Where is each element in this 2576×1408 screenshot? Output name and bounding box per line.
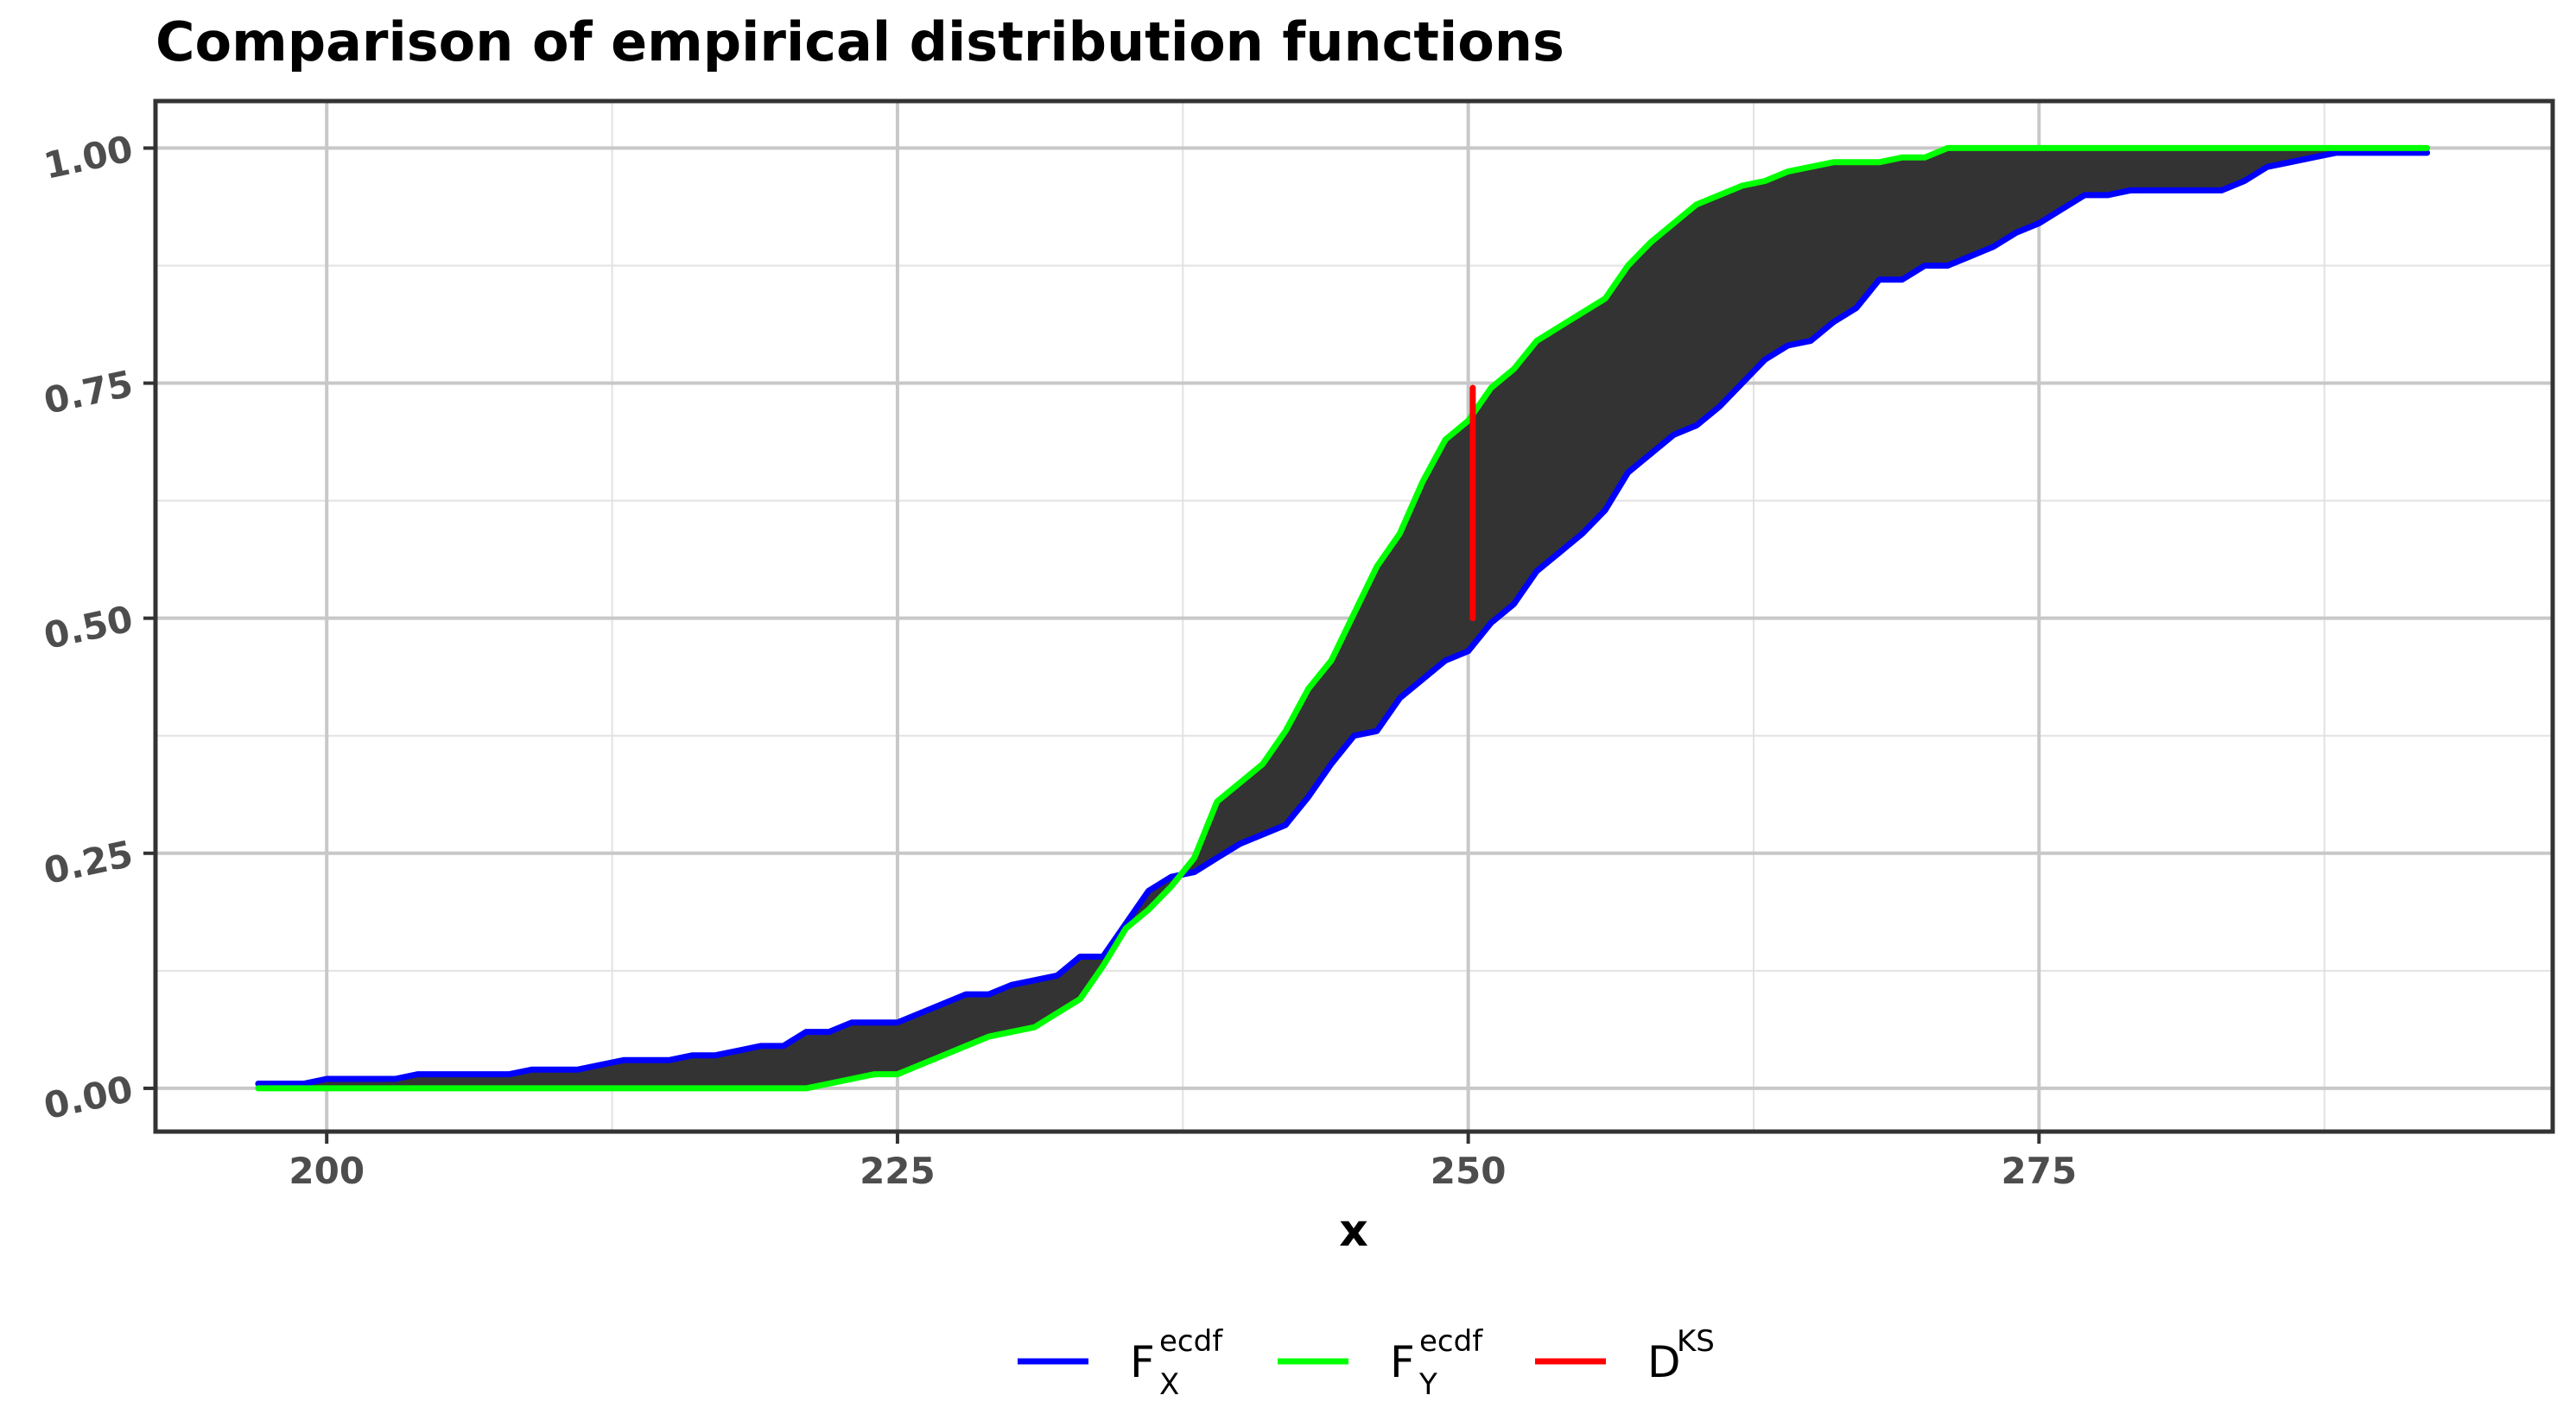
x-tick-label: 250: [1431, 1150, 1507, 1192]
y-tick-label: 0.75: [41, 362, 137, 422]
panel-border: [153, 98, 2555, 1134]
y-tick-label: 1.00: [41, 127, 137, 187]
y-tick-label: 0.50: [41, 598, 137, 657]
series-lines: [255, 144, 2431, 1092]
legend-label-sup-1: ecdf: [1159, 1324, 1223, 1359]
legend-label-main-3: D: [1647, 1337, 1681, 1387]
x-tick-label: 225: [860, 1150, 936, 1192]
y-axis-ticks: 0.00 0.25 0.50 0.75 1.00: [41, 127, 155, 1127]
legend-label-sup-3: KS: [1677, 1324, 1715, 1359]
legend-label-main-2: F: [1390, 1337, 1415, 1387]
chart-title: Comparison of empirical distribution fun…: [155, 10, 1564, 73]
legend-label-sub-2: Y: [1418, 1367, 1437, 1402]
legend-label-sup-2: ecdf: [1419, 1324, 1483, 1359]
x-axis-title: x: [1339, 1205, 1368, 1257]
series-line-fx-ecdf: [255, 149, 2431, 1087]
x-axis-ticks: 200 225 250 275: [289, 1132, 2077, 1192]
x-tick-label: 200: [289, 1150, 365, 1192]
legend-label-sub-1: X: [1159, 1367, 1179, 1402]
x-tick-label: 275: [2002, 1150, 2078, 1192]
series-line-fy-ecdf: [255, 144, 2431, 1092]
y-tick-label: 0.00: [41, 1068, 137, 1127]
legend-label-main-1: F: [1130, 1337, 1155, 1387]
y-tick-label: 0.25: [41, 833, 137, 892]
